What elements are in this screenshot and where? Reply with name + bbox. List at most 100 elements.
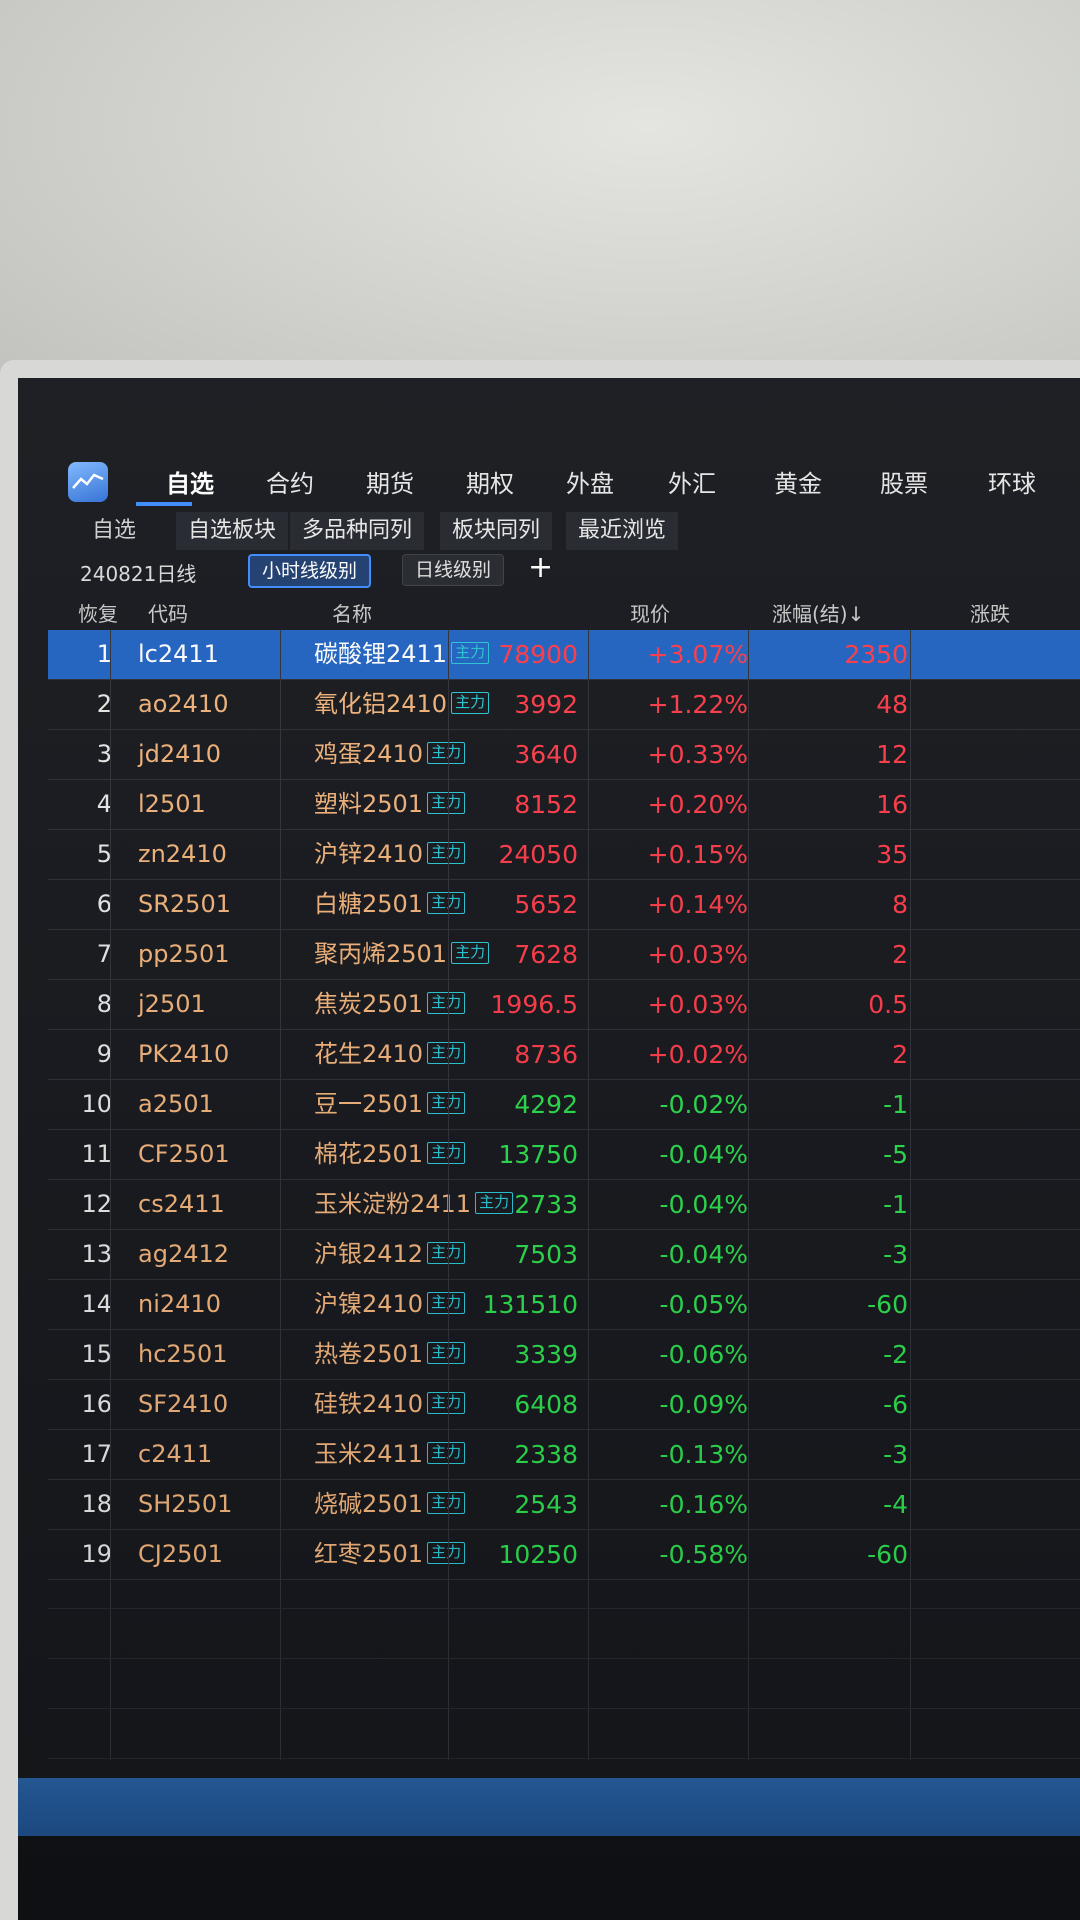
- contract-name: 热卷2501 主力: [314, 1330, 466, 1379]
- header-restore[interactable]: 恢复: [78, 602, 118, 626]
- table-row[interactable]: 19 CJ2501 红枣2501 主力 10250 -0.58% -60: [48, 1530, 1080, 1580]
- main-contract-badge: 主力: [427, 1042, 466, 1064]
- last-price: 8152: [514, 790, 578, 819]
- tab-qihuo[interactable]: 期货: [366, 470, 414, 498]
- subtab-duopinzhong[interactable]: 多品种同列: [290, 512, 425, 550]
- tab-huangjin[interactable]: 黄金: [774, 470, 822, 498]
- change-percent: -0.06%: [659, 1340, 748, 1369]
- table-row[interactable]: 3 jd2410 鸡蛋2410 主力 3640 +0.33% 12: [48, 730, 1080, 780]
- table-row[interactable]: 4 l2501 塑料2501 主力 8152 +0.20% 16: [48, 780, 1080, 830]
- table-row[interactable]: 10 a2501 豆一2501 主力 4292 -0.02% -1: [48, 1080, 1080, 1130]
- main-contract-badge: 主力: [427, 1242, 466, 1264]
- last-price: 10250: [498, 1540, 578, 1569]
- last-price: 3992: [514, 690, 578, 719]
- subtab-zixuan[interactable]: 自选: [92, 518, 137, 543]
- tab-qiquan[interactable]: 期权: [466, 470, 514, 498]
- table-row[interactable]: 16 SF2410 硅铁2410 主力 6408 -0.09% -6: [48, 1380, 1080, 1430]
- plus-icon[interactable]: +: [528, 550, 554, 585]
- contract-code: lc2411: [138, 640, 219, 668]
- contract-name: 玉米淀粉2411 主力: [314, 1180, 514, 1229]
- empty-row-line: [48, 1608, 1080, 1609]
- column-divider: [110, 630, 111, 1760]
- table-row[interactable]: 11 CF2501 棉花2501 主力 13750 -0.04% -5: [48, 1130, 1080, 1180]
- contract-name: 鸡蛋2410 主力: [314, 730, 466, 779]
- last-price: 2543: [514, 1490, 578, 1519]
- change-percent: -0.02%: [659, 1090, 748, 1119]
- app-logo-icon[interactable]: [68, 462, 108, 502]
- column-divider: [748, 630, 749, 1760]
- main-contract-badge: 主力: [427, 1292, 466, 1314]
- last-price: 3640: [514, 740, 578, 769]
- table-row[interactable]: 5 zn2410 沪锌2410 主力 24050 +0.15% 35: [48, 830, 1080, 880]
- hour-level-button[interactable]: 小时线级别: [248, 554, 372, 588]
- last-price: 6408: [514, 1390, 578, 1419]
- header-name[interactable]: 名称: [332, 602, 372, 626]
- row-index: 15: [81, 1340, 112, 1368]
- tab-gupiao[interactable]: 股票: [880, 470, 928, 498]
- main-contract-badge: 主力: [427, 1092, 466, 1114]
- table-row[interactable]: 14 ni2410 沪镍2410 主力 131510 -0.05% -60: [48, 1280, 1080, 1330]
- contract-name: 沪锌2410 主力: [314, 830, 466, 879]
- row-index: 19: [81, 1540, 112, 1568]
- main-contract-badge: 主力: [427, 1492, 466, 1514]
- day-level-button[interactable]: 日线级别: [402, 554, 505, 586]
- change-value: -60: [867, 1540, 908, 1569]
- table-row[interactable]: 12 cs2411 玉米淀粉2411 主力 2733 -0.04% -1: [48, 1180, 1080, 1230]
- row-index: 14: [81, 1290, 112, 1318]
- contract-code: SH2501: [138, 1490, 233, 1518]
- contract-name-text: 花生2410: [314, 1040, 424, 1068]
- table-row[interactable]: 9 PK2410 花生2410 主力 8736 +0.02% 2: [48, 1030, 1080, 1080]
- contract-code: zn2410: [138, 840, 227, 868]
- row-index: 11: [81, 1140, 112, 1168]
- header-change[interactable]: 涨跌: [970, 602, 1010, 626]
- table-row[interactable]: 2 ao2410 氧化铝2410 主力 3992 +1.22% 48: [48, 680, 1080, 730]
- header-code[interactable]: 代码: [148, 602, 188, 626]
- header-price[interactable]: 现价: [630, 602, 670, 626]
- table-row[interactable]: 7 pp2501 聚丙烯2501 主力 7628 +0.03% 2: [48, 930, 1080, 980]
- contract-code: hc2501: [138, 1340, 228, 1368]
- last-price: 5652: [514, 890, 578, 919]
- contract-name: 白糖2501 主力: [314, 880, 466, 929]
- last-price: 78900: [498, 640, 578, 669]
- last-price: 4292: [514, 1090, 578, 1119]
- table-row[interactable]: 1 lc2411 碳酸锂2411 主力 78900 +3.07% 2350: [48, 630, 1080, 680]
- tab-zixuan[interactable]: 自选: [166, 470, 214, 498]
- contract-name-text: 棉花2501: [314, 1140, 424, 1168]
- table-row[interactable]: 6 SR2501 白糖2501 主力 5652 +0.14% 8: [48, 880, 1080, 930]
- row-index: 6: [96, 890, 112, 918]
- change-value: -3: [883, 1240, 908, 1269]
- column-divider: [910, 630, 911, 1760]
- change-percent: -0.04%: [659, 1190, 748, 1219]
- contract-name: 焦炭2501 主力: [314, 980, 466, 1029]
- subtab-zixuan-bankuai[interactable]: 自选板块: [176, 512, 289, 550]
- contract-name-text: 豆一2501: [314, 1090, 424, 1118]
- tab-heyue[interactable]: 合约: [266, 470, 314, 498]
- change-percent: -0.04%: [659, 1140, 748, 1169]
- contract-name-text: 聚丙烯2501: [314, 940, 448, 968]
- change-value: 2: [892, 1040, 908, 1069]
- contract-code: PK2410: [138, 1040, 230, 1068]
- table-row[interactable]: 18 SH2501 烧碱2501 主力 2543 -0.16% -4: [48, 1480, 1080, 1530]
- change-percent: -0.05%: [659, 1290, 748, 1319]
- tab-waihui[interactable]: 外汇: [668, 470, 716, 498]
- contract-name-text: 硅铁2410: [314, 1390, 424, 1418]
- main-contract-badge: 主力: [427, 742, 466, 764]
- tab-huanqiu[interactable]: 环球: [988, 470, 1036, 498]
- tab-waipan[interactable]: 外盘: [566, 470, 614, 498]
- table-row[interactable]: 8 j2501 焦炭2501 主力 1996.5 +0.03% 0.5: [48, 980, 1080, 1030]
- subtab-zuijin-liulan[interactable]: 最近浏览: [566, 512, 679, 550]
- table-row[interactable]: 13 ag2412 沪银2412 主力 7503 -0.04% -3: [48, 1230, 1080, 1280]
- main-contract-badge: 主力: [427, 892, 466, 914]
- contract-name: 豆一2501 主力: [314, 1080, 466, 1129]
- active-tab-indicator: [136, 502, 192, 506]
- subtab-bankuai-tonglie[interactable]: 板块同列: [440, 512, 553, 550]
- last-price: 13750: [498, 1140, 578, 1169]
- change-percent: +0.33%: [647, 740, 748, 769]
- row-index: 17: [81, 1440, 112, 1468]
- table-row[interactable]: 15 hc2501 热卷2501 主力 3339 -0.06% -2: [48, 1330, 1080, 1380]
- change-value: -1: [883, 1190, 908, 1219]
- main-contract-badge: 主力: [427, 1142, 466, 1164]
- main-contract-badge: 主力: [427, 992, 466, 1014]
- table-row[interactable]: 17 c2411 玉米2411 主力 2338 -0.13% -3: [48, 1430, 1080, 1480]
- header-pct[interactable]: 涨幅(结)↓: [772, 602, 865, 626]
